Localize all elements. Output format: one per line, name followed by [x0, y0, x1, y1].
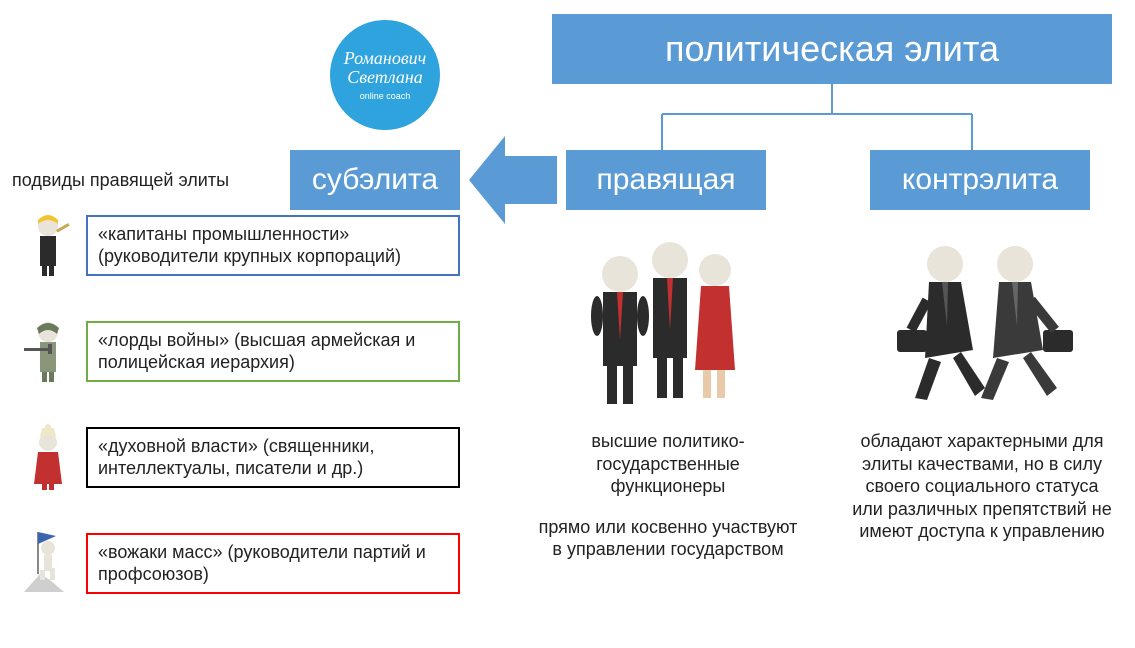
subtype-text: «капитаны промышленности» (руководители …	[86, 215, 460, 276]
logo-name-line2: Светлана	[347, 67, 423, 87]
leader-icon	[20, 530, 76, 596]
counterelite-label: контрэлита	[902, 163, 1058, 197]
clergy-icon	[20, 424, 76, 490]
ruling-label: правящая	[596, 163, 735, 197]
subtype-row: «духовной власти» (священники, интеллект…	[20, 422, 460, 492]
ruling-box: правящая	[566, 150, 766, 210]
ruling-figure	[555, 230, 785, 410]
subtype-text: «вожаки масс» (руководители партий и про…	[86, 533, 460, 594]
counter-description: обладают характерными для элиты качества…	[852, 430, 1112, 543]
subtype-row: «лорды войны» (высшая армейская и полице…	[20, 316, 460, 386]
industry-icon	[20, 212, 76, 278]
subtype-row: «вожаки масс» (руководители партий и про…	[20, 528, 460, 598]
arrow-left-icon	[465, 132, 557, 228]
counter-figure	[865, 230, 1095, 410]
subtype-row: «капитаны промышленности» (руководители …	[20, 210, 460, 280]
subtypes-heading: подвиды правящей элиты	[12, 170, 229, 191]
subelite-label: субэлита	[312, 163, 438, 197]
military-icon	[20, 318, 76, 384]
ruling-desc-p1: высшие политико-государственные функцион…	[538, 430, 798, 498]
subtype-text: «лорды войны» (высшая армейская и полице…	[86, 321, 460, 382]
ruling-desc-p2: прямо или косвенно участвуют в управлени…	[538, 516, 798, 561]
subelite-box: субэлита	[290, 150, 460, 210]
counterelite-box: контрэлита	[870, 150, 1090, 210]
logo-subtitle: online coach	[360, 91, 411, 101]
ruling-description: высшие политико-государственные функцион…	[538, 430, 798, 561]
main-title-text: политическая элита	[665, 28, 999, 70]
author-logo: Романович Светлана online coach	[330, 20, 440, 130]
subtype-text: «духовной власти» (священники, интеллект…	[86, 427, 460, 488]
main-title-box: политическая элита	[552, 14, 1112, 84]
logo-name: Романович Светлана	[344, 49, 426, 87]
tree-connector	[552, 84, 1112, 154]
logo-name-line1: Романович	[344, 48, 426, 68]
